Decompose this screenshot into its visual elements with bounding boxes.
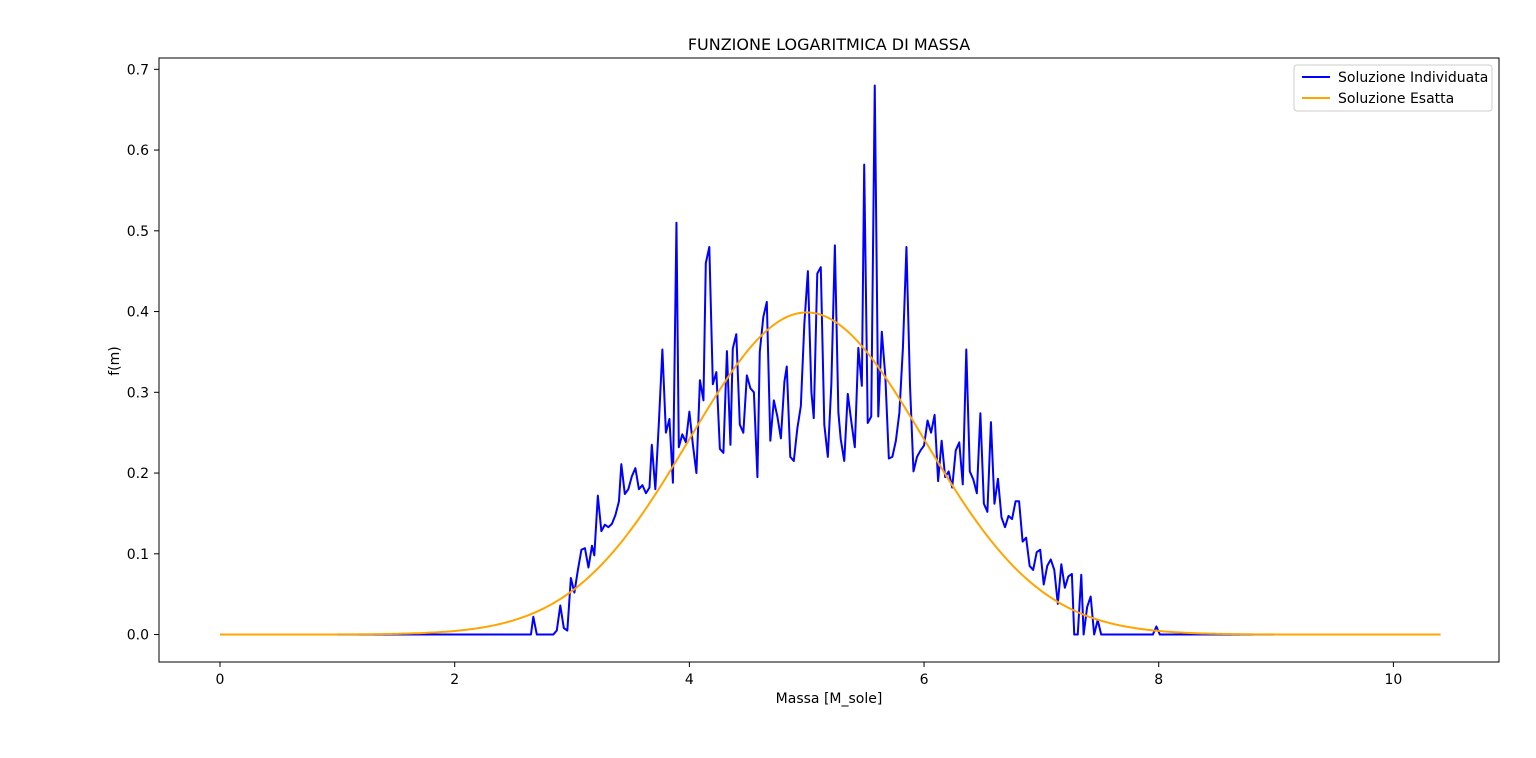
- y-tick-label: 0.3: [127, 385, 149, 401]
- series-group: [220, 84, 1441, 636]
- x-axis-label: Massa [M_sole]: [776, 691, 883, 707]
- axes-frame: [158, 57, 1500, 663]
- x-tick-label: 4: [685, 672, 694, 688]
- y-tick-label: 0.0: [127, 628, 149, 644]
- series-line-1: [220, 311, 1441, 636]
- y-tick-label: 0.4: [127, 305, 149, 321]
- y-tick-label: 0.5: [127, 224, 149, 240]
- legend-box: [1293, 64, 1493, 112]
- x-tick-label: 10: [1384, 672, 1402, 688]
- plot-area: 0 2 4 6 8 10 0.0 0.1 0.2 0.3 0.4 0.5 0.6 0.7: [127, 57, 1500, 688]
- x-tick-label: 0: [216, 672, 225, 688]
- y-tick-label: 0.7: [127, 62, 149, 78]
- x-tick-label: 2: [450, 672, 459, 688]
- x-tick-label: 8: [1154, 672, 1163, 688]
- y-tick-label: 0.2: [127, 466, 149, 482]
- y-axis-label: f(m): [107, 346, 123, 376]
- legend-label-0: Soluzione Individuata: [1338, 70, 1488, 86]
- x-tick-label: 6: [920, 672, 929, 688]
- y-tick-label: 0.1: [127, 547, 149, 563]
- series-line-0: [220, 84, 1441, 636]
- chart-title: FUNZIONE LOGARITMICA DI MASSA: [688, 35, 970, 54]
- legend: Soluzione Individuata Soluzione Esatta: [1293, 64, 1493, 112]
- y-tick-label: 0.6: [127, 143, 149, 159]
- legend-label-1: Soluzione Esatta: [1338, 91, 1454, 107]
